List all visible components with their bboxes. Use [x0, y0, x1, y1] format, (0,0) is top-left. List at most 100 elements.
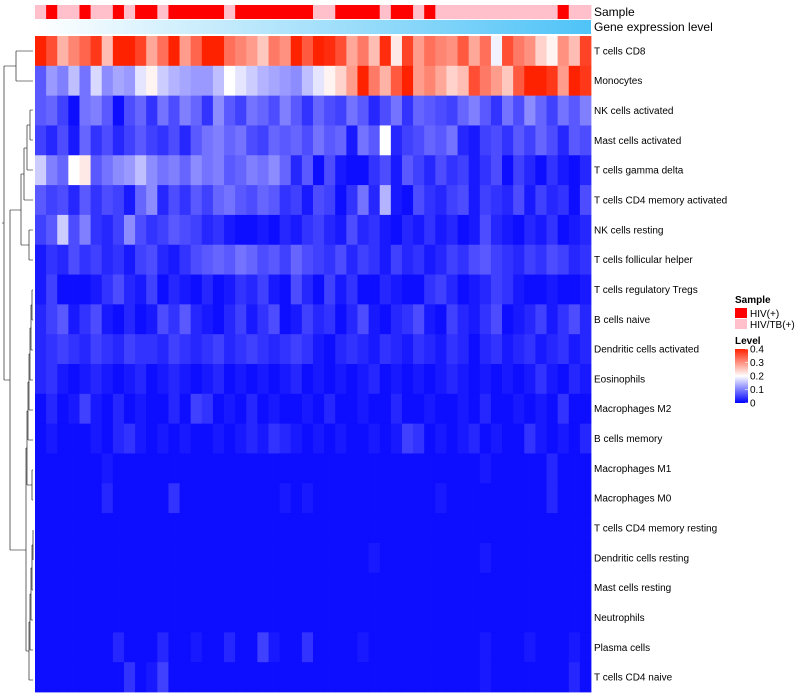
heatmap-cell: [446, 185, 458, 216]
heatmap-cell: [313, 214, 325, 246]
heatmap-cell: [179, 95, 192, 126]
heatmap-cell: [557, 65, 570, 97]
row-label: Mast cells resting: [594, 583, 671, 594]
heatmap-cell: [401, 334, 414, 365]
heatmap-cell: [413, 453, 425, 484]
heatmap-cell: [357, 185, 369, 216]
heatmap-cell: [112, 364, 125, 395]
level-tick-label: 0.2: [750, 372, 764, 383]
heatmap-cell: [368, 602, 381, 633]
heatmap-cell: [290, 513, 303, 544]
heatmap-cell: [68, 155, 80, 186]
heatmap-cell: [168, 334, 180, 365]
heatmap-cell: [424, 662, 436, 693]
heatmap-cell: [68, 95, 80, 126]
heatmap-cell: [57, 602, 69, 633]
heatmap-cell: [224, 423, 236, 454]
heatmap-cell: [535, 334, 547, 365]
heatmap-cell: [90, 155, 103, 186]
heatmap-cell: [246, 423, 258, 454]
heatmap-cell: [357, 423, 369, 454]
heatmap-cell: [268, 95, 281, 126]
heatmap-cell: [379, 393, 392, 425]
heatmap-cell: [212, 274, 225, 305]
heatmap-cell: [357, 632, 369, 663]
heatmap-cell: [35, 632, 47, 663]
heatmap-cell: [290, 602, 303, 633]
heatmap-cell: [190, 483, 203, 514]
heatmap-cell: [190, 65, 203, 97]
heatmap-cell: [557, 185, 570, 216]
heatmap-cell: [212, 393, 225, 425]
heatmap-cell: [424, 542, 436, 574]
heatmap-cell: [268, 453, 281, 484]
heatmap-cell: [479, 364, 492, 395]
heatmap-cell: [446, 632, 458, 663]
heatmap-cell: [424, 453, 436, 484]
heatmap-cell: [301, 572, 314, 603]
sample-annotation-cell: [357, 5, 369, 19]
heatmap-cell: [46, 513, 58, 544]
heatmap-cell: [457, 483, 470, 514]
heatmap-cell: [524, 274, 536, 305]
heatmap-cell: [379, 304, 392, 335]
heatmap-cell: [479, 423, 492, 454]
heatmap-cell: [190, 572, 203, 603]
heatmap-cell: [335, 185, 347, 216]
heatmap-cell: [79, 65, 91, 97]
heatmap-cell: [524, 185, 536, 216]
heatmap-cell: [279, 304, 292, 335]
heatmap-cell: [301, 304, 314, 335]
heatmap-cell: [313, 453, 325, 484]
sample-annotation-cell: [246, 5, 258, 19]
heatmap-cell: [79, 185, 91, 216]
heatmap-cell: [546, 513, 559, 544]
heatmap-cell: [268, 65, 281, 97]
heatmap-cell: [35, 36, 47, 67]
heatmap-cell: [246, 662, 258, 693]
heatmap-cell: [190, 453, 203, 484]
heatmap-cell: [468, 513, 481, 544]
row-label: Mast cells activated: [594, 136, 681, 147]
heatmap-cell: [123, 334, 136, 365]
heatmap-cell: [90, 542, 103, 574]
sample-annotation-cell: [190, 5, 203, 19]
heatmap-cell: [479, 155, 492, 186]
heatmap-cell: [123, 185, 136, 216]
heatmap-cell: [546, 483, 559, 514]
heatmap-cell: [257, 572, 269, 603]
heatmap-cell: [212, 36, 225, 67]
heatmap-cell: [535, 125, 547, 156]
heatmap-cell: [212, 214, 225, 246]
heatmap-cell: [401, 423, 414, 454]
heatmap-cell: [235, 423, 247, 454]
heatmap-cell: [413, 483, 425, 514]
heatmap-cell: [490, 244, 503, 275]
heatmap-cell: [435, 453, 447, 484]
heatmap-cell: [535, 572, 547, 603]
heatmap-cell: [212, 65, 225, 97]
heatmap-cell: [413, 423, 425, 454]
heatmap-cell: [379, 364, 392, 395]
heatmap-cell: [435, 125, 447, 156]
heatmap-cell: [579, 423, 592, 454]
heatmap-cell: [335, 542, 347, 574]
heatmap-cell: [335, 65, 347, 97]
heatmap-cell: [179, 423, 192, 454]
heatmap-cell: [79, 602, 91, 633]
heatmap-cell: [279, 125, 292, 156]
heatmap-cell: [335, 214, 347, 246]
heatmap-cell: [346, 304, 358, 335]
heatmap-cell: [368, 244, 381, 275]
heatmap-cell: [79, 572, 91, 603]
heatmap-cell: [257, 274, 269, 305]
heatmap-cell: [413, 155, 425, 186]
heatmap-cell: [357, 662, 369, 693]
heatmap-cell: [346, 334, 358, 365]
heatmap-cell: [502, 453, 514, 484]
heatmap-cell: [179, 185, 192, 216]
heatmap-cell: [190, 274, 203, 305]
heatmap-cell: [468, 185, 481, 216]
heatmap-cell: [268, 513, 281, 544]
heatmap-cell: [468, 95, 481, 126]
